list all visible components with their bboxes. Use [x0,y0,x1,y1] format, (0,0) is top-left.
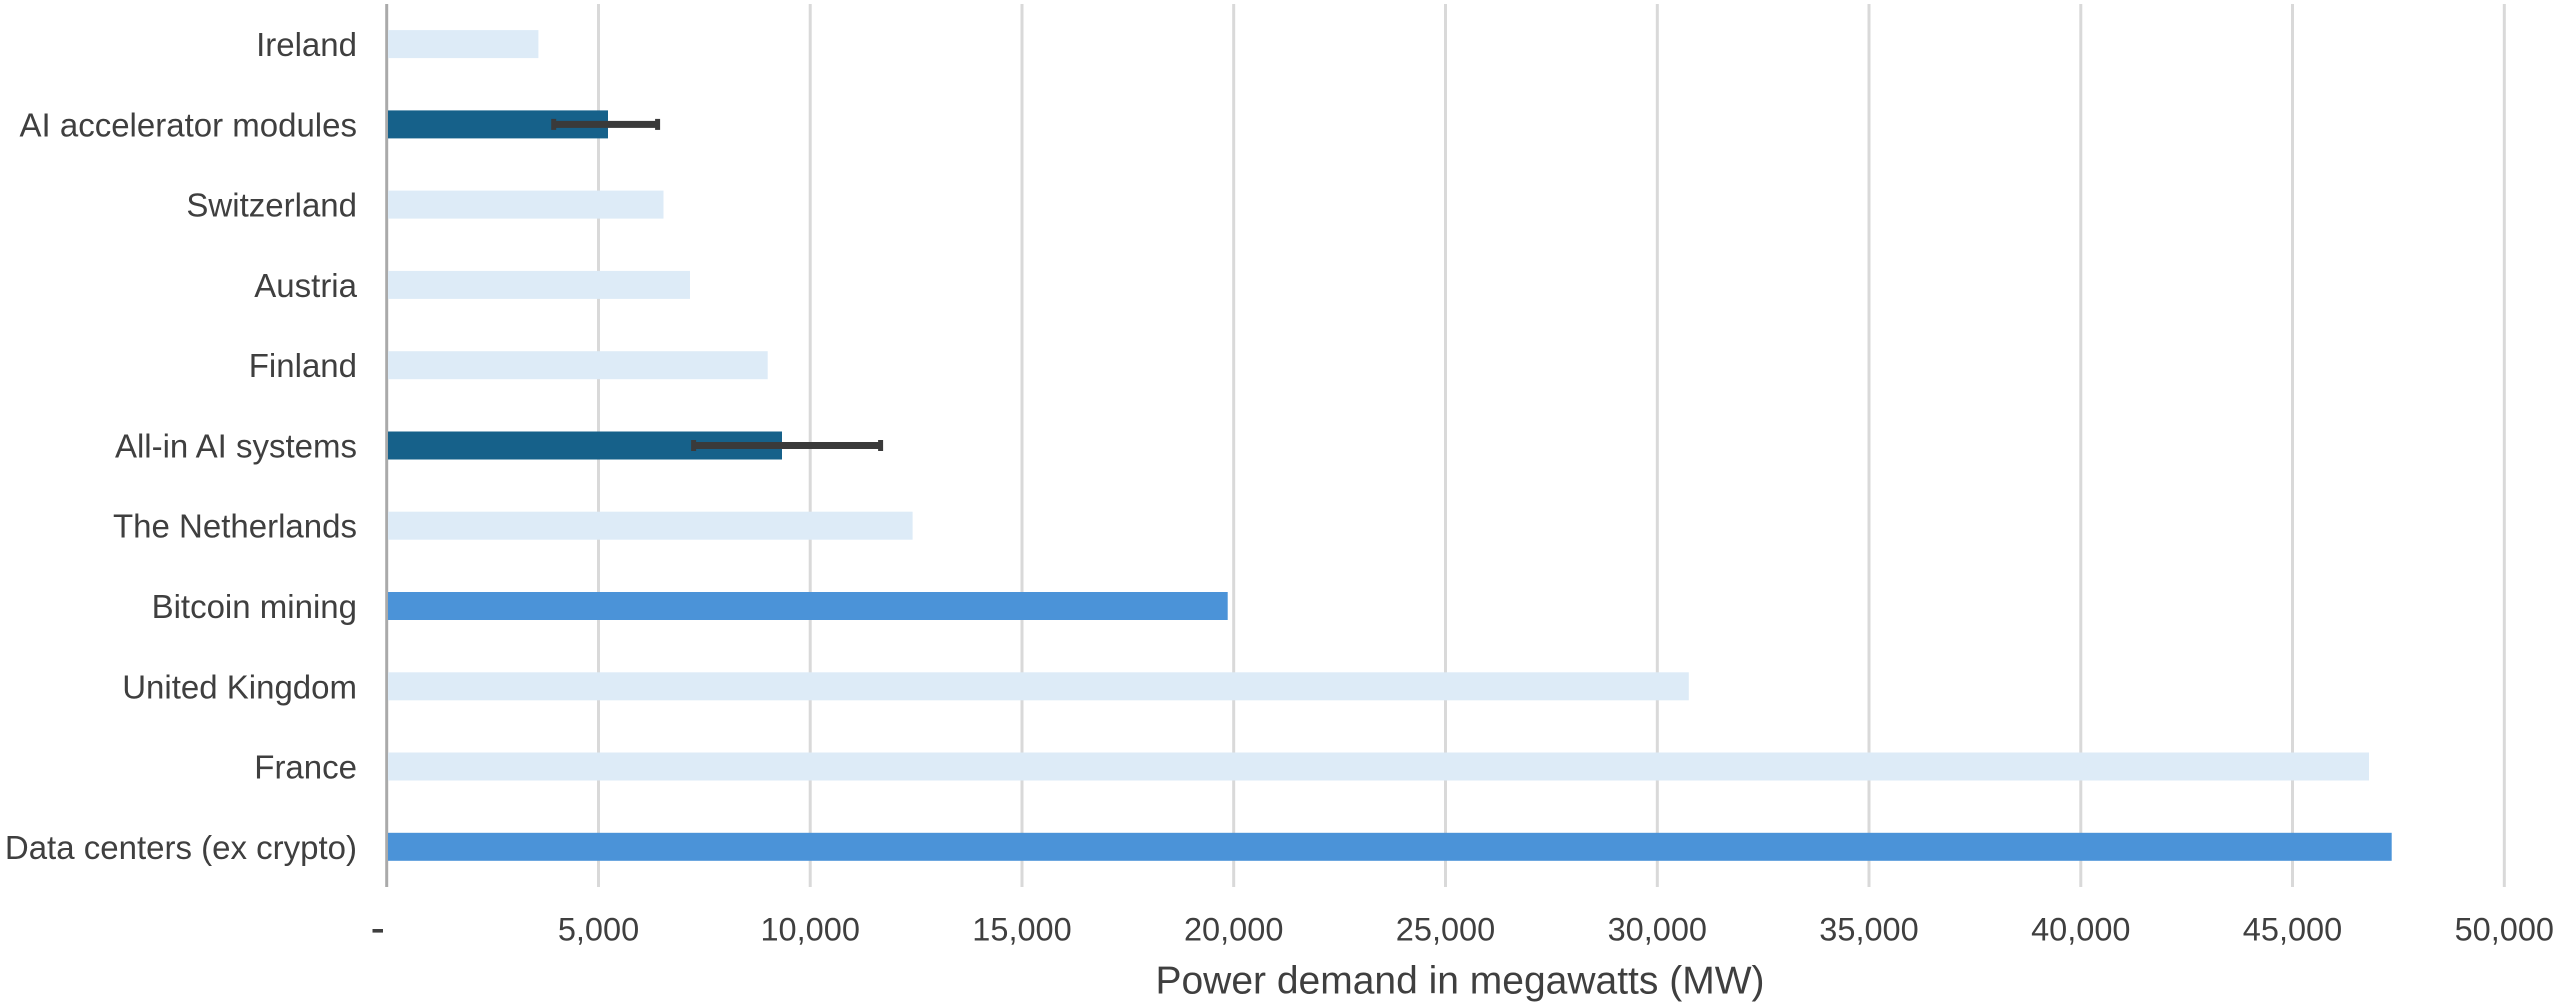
svg-text:Data centers (ex crypto): Data centers (ex crypto) [5,829,357,866]
svg-text:5,000: 5,000 [558,912,639,948]
svg-text:Switzerland: Switzerland [186,187,357,224]
svg-text:20,000: 20,000 [1184,912,1283,948]
svg-text:25,000: 25,000 [1396,912,1495,948]
svg-text:10,000: 10,000 [760,912,859,948]
svg-text:Bitcoin mining: Bitcoin mining [152,588,357,625]
svg-text:United Kingdom: United Kingdom [122,668,357,705]
svg-text:Power demand in megawatts (MW): Power demand in megawatts (MW) [1155,960,1764,1002]
svg-text:The Netherlands: The Netherlands [113,508,357,545]
svg-text:35,000: 35,000 [1819,912,1918,948]
svg-text:France: France [254,749,357,786]
svg-text:40,000: 40,000 [2031,912,2130,948]
svg-text:Finland: Finland [249,347,357,384]
svg-text:Ireland: Ireland [256,26,357,63]
svg-text:15,000: 15,000 [972,912,1071,948]
svg-text:50,000: 50,000 [2455,912,2554,948]
svg-text:45,000: 45,000 [2243,912,2342,948]
svg-text:30,000: 30,000 [1608,912,1707,948]
svg-text:AI accelerator modules: AI accelerator modules [20,106,358,143]
svg-text:Austria: Austria [254,267,357,304]
svg-text:All-in AI systems: All-in AI systems [115,428,357,465]
